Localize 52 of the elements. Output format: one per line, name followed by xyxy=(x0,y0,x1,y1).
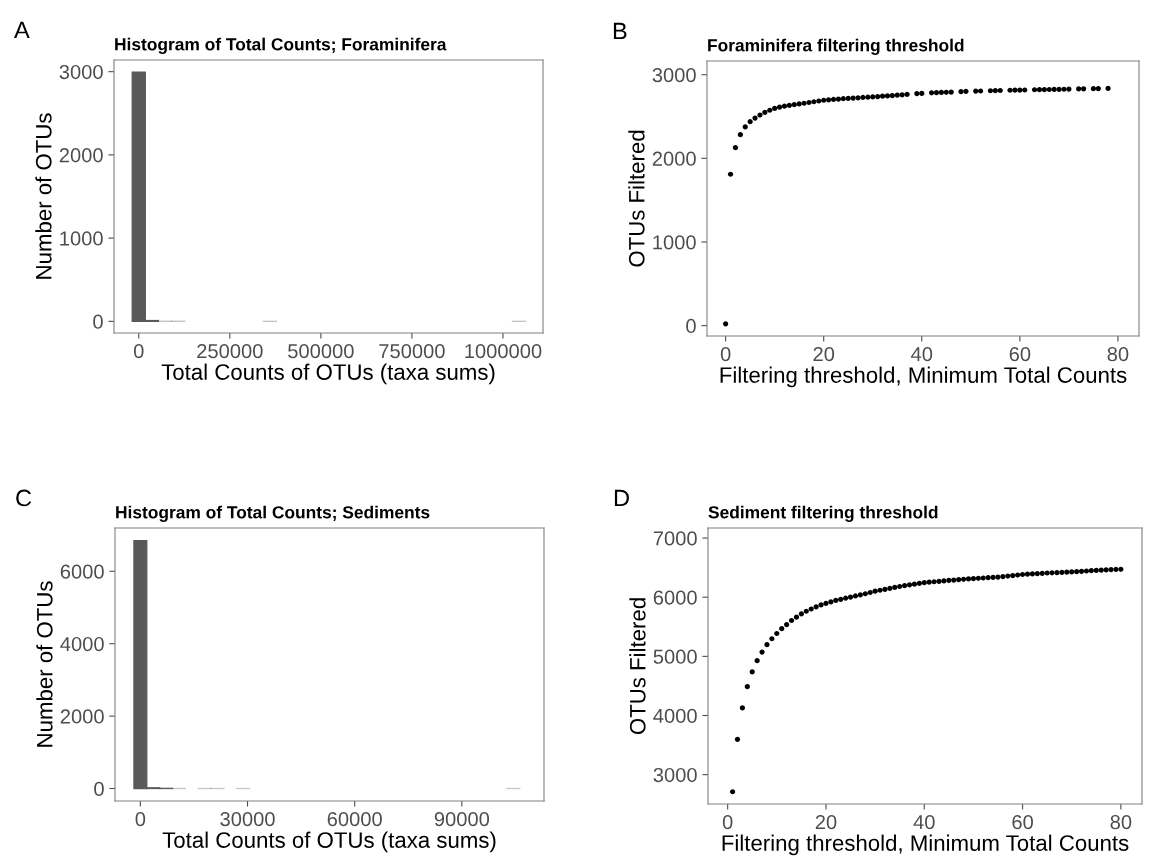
x-tick-label: 60 xyxy=(1009,346,1031,362)
y-tick-label: 4000 xyxy=(653,708,697,724)
y-tick-label: 6000 xyxy=(653,590,697,605)
y-tick-label: 5000 xyxy=(653,649,697,664)
y-tick-label: 3000 xyxy=(652,67,696,83)
chart-title: Histogram of Total Counts; Foraminifera xyxy=(115,37,447,54)
x-tick-label: 40 xyxy=(911,346,933,362)
text: A xyxy=(14,21,30,39)
y-tick-label: 6000 xyxy=(60,564,104,579)
y-tick-label: 0 xyxy=(94,781,104,797)
y-tick-label: 0 xyxy=(686,318,696,334)
x-axis-title: Filtering threshold, Minimum Total Counts xyxy=(722,834,1129,856)
text: C xyxy=(16,489,32,507)
x-tick-label: 1000000 xyxy=(465,343,542,359)
text: B xyxy=(613,22,627,40)
x-tick-label: 0 xyxy=(720,346,731,362)
y-tick-label: 2000 xyxy=(652,151,696,166)
chart-title: Foraminifera filtering threshold xyxy=(708,38,964,55)
x-tick-label: 60 xyxy=(1012,814,1033,830)
x-tick-label: 20 xyxy=(815,814,837,830)
x-axis-title: Total Counts of OTUs (taxa sums) xyxy=(162,831,496,853)
x-axis-title: Total Counts of OTUs (taxa sums) xyxy=(161,363,495,385)
x-tick-label: 500000 xyxy=(288,343,354,359)
y-tick-label: 1000 xyxy=(60,231,103,246)
y-tick-label: 1000 xyxy=(653,235,696,250)
y-tick-label: 3000 xyxy=(59,64,103,80)
y-axis-title: OTUs Filtered xyxy=(628,130,645,267)
chart-title: Histogram of Total Counts; Sediments xyxy=(116,505,430,522)
x-tick-label: 0 xyxy=(722,814,733,830)
x-tick-label: 80 xyxy=(1107,346,1129,362)
y-tick-label: 2000 xyxy=(60,709,104,724)
chart-title: Sediment filtering threshold xyxy=(708,505,938,522)
y-axis-title: Number of OTUs xyxy=(35,113,52,279)
x-tick-label: 0 xyxy=(135,811,146,827)
y-tick-label: 4000 xyxy=(60,636,104,652)
x-tick-label: 80 xyxy=(1110,814,1132,830)
y-tick-label: 0 xyxy=(93,314,103,329)
y-tick-label: 7000 xyxy=(653,531,697,546)
y-axis-title: Number of OTUs xyxy=(36,581,53,747)
y-axis-title: OTUs Filtered xyxy=(629,598,646,735)
x-tick-label: 20 xyxy=(813,346,835,362)
y-tick-label: 3000 xyxy=(653,767,697,783)
x-tick-label: 750000 xyxy=(379,343,445,359)
x-tick-label: 40 xyxy=(913,814,935,830)
x-tick-label: 250000 xyxy=(197,343,263,359)
x-tick-label: 60000 xyxy=(327,811,382,827)
x-tick-label: 30000 xyxy=(220,811,275,827)
x-tick-label: 0 xyxy=(133,343,144,359)
x-tick-label: 90000 xyxy=(434,811,490,827)
x-axis-title: Filtering threshold, Minimum Total Counts xyxy=(720,366,1127,388)
text: D xyxy=(614,489,629,507)
y-tick-label: 2000 xyxy=(59,148,103,163)
